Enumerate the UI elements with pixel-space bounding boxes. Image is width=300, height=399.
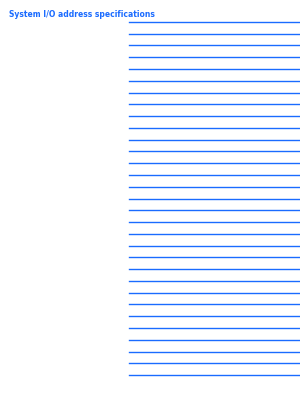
Text: System I/O address specifications: System I/O address specifications [9, 10, 155, 19]
